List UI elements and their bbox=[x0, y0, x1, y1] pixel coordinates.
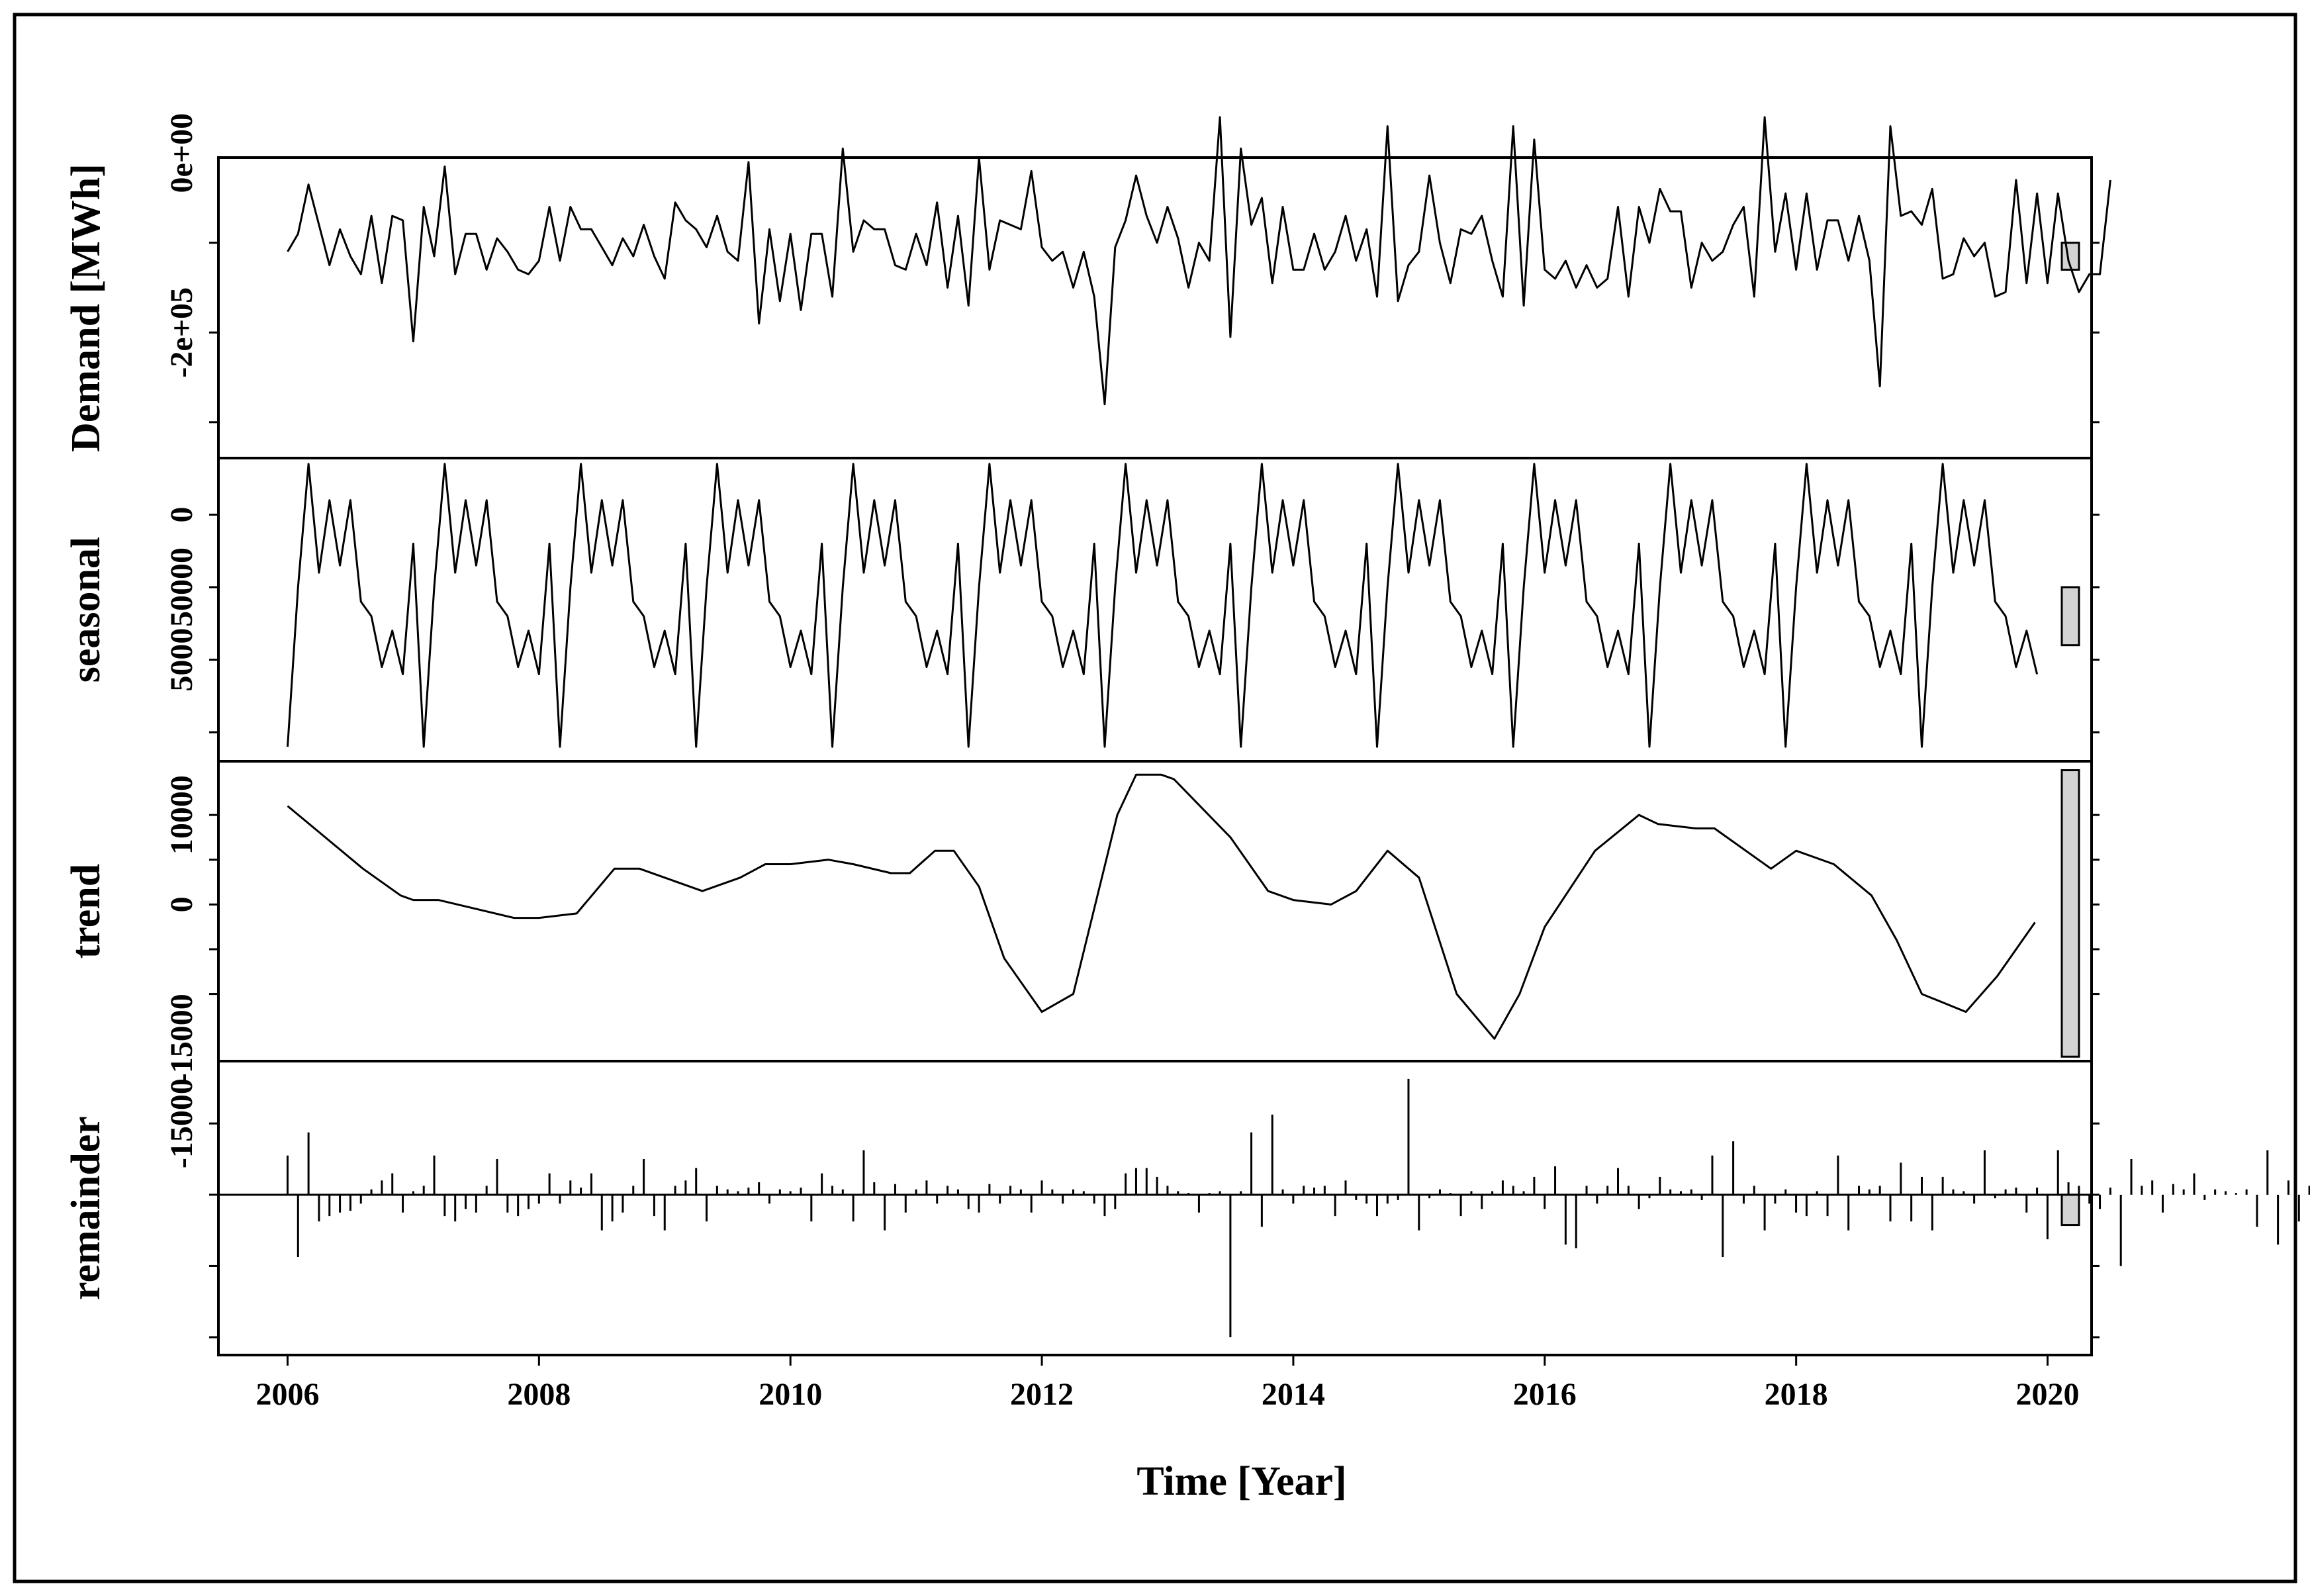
scale-bar bbox=[2060, 586, 2080, 647]
x-tick-label: 2020 bbox=[2016, 1377, 2080, 1412]
panel-frame bbox=[217, 1060, 2093, 1356]
x-tick-label: 2012 bbox=[1010, 1377, 1074, 1412]
y-tick-label: -15000 bbox=[164, 994, 199, 1084]
y-tick-label: -15000 bbox=[164, 1078, 199, 1168]
x-axis-label: Time [Year] bbox=[1136, 1459, 1346, 1504]
x-tick-label: 2008 bbox=[507, 1377, 571, 1412]
series-line-seasonal bbox=[287, 463, 2039, 748]
scale-bar bbox=[2060, 769, 2080, 1058]
panel-y-label: trend bbox=[64, 864, 109, 959]
y-tick-label: 0e+00 bbox=[164, 113, 199, 193]
y-tick-label: 50000 bbox=[164, 547, 199, 627]
x-axis: 2006 2008 2010 2012 2014 2016 2018 2020 bbox=[255, 1355, 2080, 1412]
panel-y-label: Demand [MWh] bbox=[64, 164, 109, 452]
y-tick-label: -2e+05 bbox=[164, 287, 199, 378]
x-tick-label: 2006 bbox=[255, 1377, 319, 1412]
panel-remainder: -15000 remainder bbox=[64, 1060, 2310, 1356]
y-tick-label: 0 bbox=[164, 896, 199, 912]
y-tick-label: 5000 bbox=[164, 628, 199, 692]
x-tick-label: 2010 bbox=[759, 1377, 822, 1412]
panel-y-label: seasonal bbox=[64, 537, 109, 682]
y-tick-label: 0 bbox=[164, 506, 199, 522]
panel-y-label: remainder bbox=[64, 1116, 109, 1300]
scale-bar bbox=[2060, 1194, 2080, 1227]
series-line-data bbox=[287, 116, 2111, 406]
x-tick-label: 2018 bbox=[1765, 1377, 1828, 1412]
y-tick-label: 10000 bbox=[164, 775, 199, 855]
series-line-trend bbox=[287, 773, 2036, 1040]
x-tick-label: 2016 bbox=[1513, 1377, 1577, 1412]
figure-frame bbox=[13, 13, 2297, 1583]
x-tick-label: 2014 bbox=[1262, 1377, 1325, 1412]
